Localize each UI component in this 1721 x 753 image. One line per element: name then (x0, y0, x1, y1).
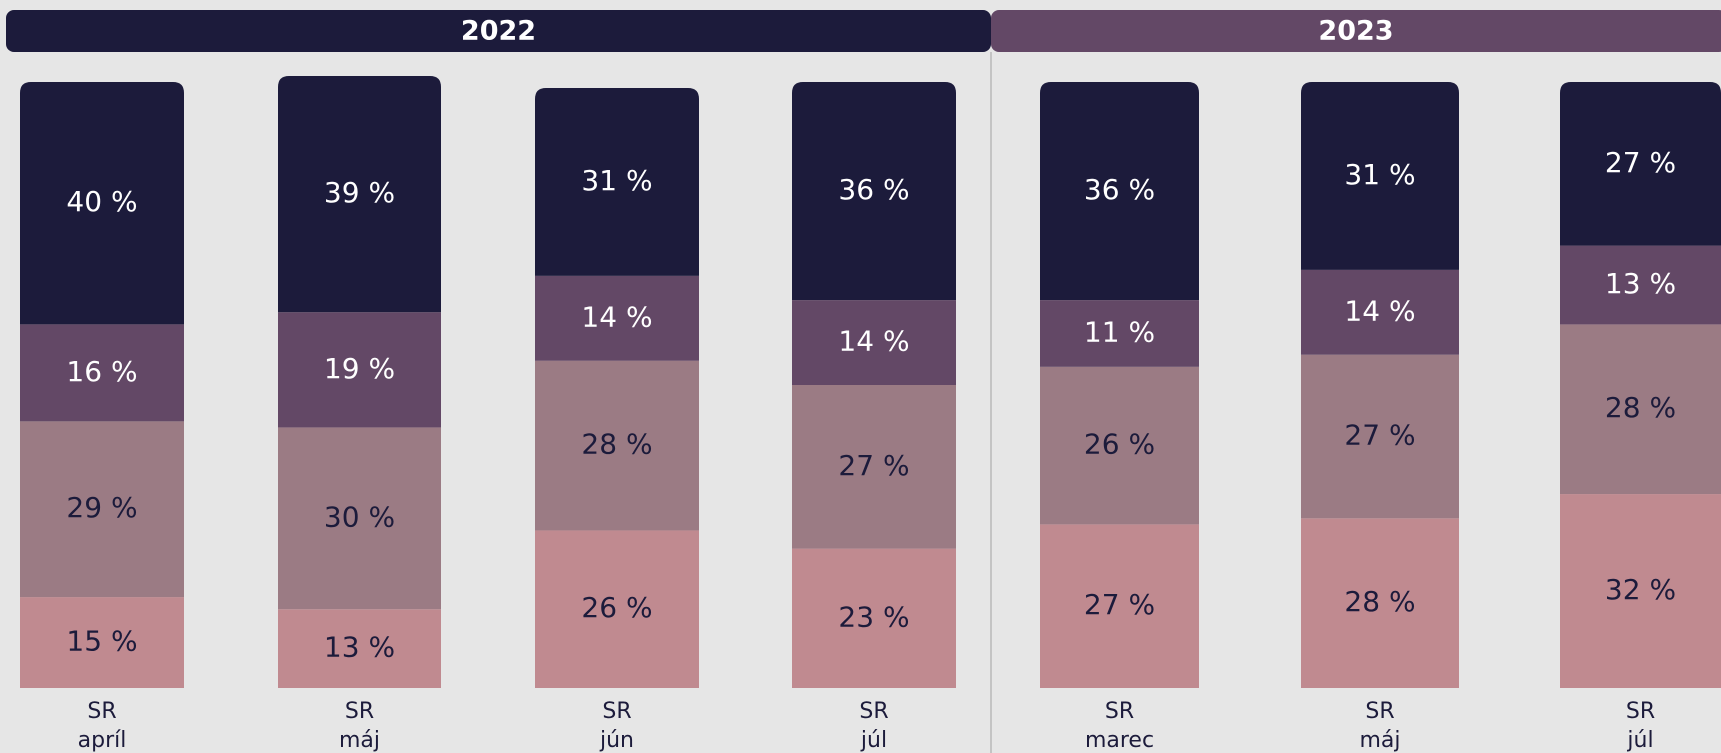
bar-segment (792, 548, 956, 688)
value-label: 16 % (66, 355, 137, 388)
value-label: 28 % (581, 428, 652, 461)
x-tick-label: máj (339, 728, 380, 753)
value-label: 26 % (581, 591, 652, 624)
bar-segment (535, 360, 699, 531)
value-label: 27 % (1605, 146, 1676, 179)
value-label: 14 % (838, 325, 909, 358)
x-tick-label: SR (1105, 699, 1134, 724)
value-label: 11 % (1084, 315, 1155, 348)
bar-segment (1301, 518, 1459, 688)
bar-segment (1301, 354, 1459, 519)
bar-segment (1560, 82, 1721, 246)
group-header (991, 10, 1721, 52)
x-tick-label: SR (1626, 699, 1655, 724)
value-label: 28 % (1344, 585, 1415, 618)
x-tick-label: SR (859, 699, 888, 724)
value-label: 27 % (838, 449, 909, 482)
x-tick-label: jún (599, 728, 634, 753)
x-tick-label: júl (1626, 728, 1653, 753)
bar-segment (278, 312, 441, 428)
value-label: 14 % (581, 300, 652, 333)
value-label: 19 % (324, 352, 395, 385)
value-label: 13 % (324, 631, 395, 664)
bar-segment (1560, 494, 1721, 688)
value-label: 31 % (581, 164, 652, 197)
value-label: 28 % (1605, 391, 1676, 424)
group-label: 2022 (461, 16, 536, 47)
x-tick-label: SR (1365, 699, 1394, 724)
bar-segment (1560, 245, 1721, 325)
bar-segment (792, 300, 956, 385)
value-label: 32 % (1605, 573, 1676, 606)
value-label: 27 % (1344, 419, 1415, 452)
bar-segment (1301, 82, 1459, 270)
x-tick-label: apríl (78, 728, 127, 753)
value-label: 14 % (1344, 294, 1415, 327)
value-label: 30 % (324, 500, 395, 533)
bar-segment (20, 82, 184, 325)
value-label: 23 % (838, 600, 909, 633)
value-label: 31 % (1344, 158, 1415, 191)
bar-segment (1560, 324, 1721, 495)
bar-segment (1040, 524, 1199, 688)
x-tick-label: SR (602, 699, 631, 724)
value-label: 36 % (1084, 173, 1155, 206)
x-tick-label: júl (860, 728, 887, 753)
x-tick-label: máj (1359, 728, 1400, 753)
value-label: 40 % (66, 185, 137, 218)
bar-segment (535, 275, 699, 361)
x-tick-label: SR (87, 699, 116, 724)
value-label: 27 % (1084, 588, 1155, 621)
value-label: 36 % (838, 173, 909, 206)
value-label: 26 % (1084, 428, 1155, 461)
bar-segment (535, 530, 699, 688)
bar-segment (20, 597, 184, 688)
bar-segment (20, 421, 184, 598)
x-tick-label: marec (1085, 728, 1154, 753)
bar-segment (1040, 300, 1199, 367)
bar-segment (278, 75, 441, 313)
bar-segment (792, 385, 956, 549)
x-tick-label: SR (345, 699, 374, 724)
bar-segment (278, 609, 441, 688)
bar-segment (792, 82, 956, 301)
value-label: 13 % (1605, 267, 1676, 300)
bar-segment (1040, 366, 1199, 525)
value-label: 39 % (324, 176, 395, 209)
bar-segment (20, 324, 184, 422)
bar-segment (278, 427, 441, 610)
bar-segment (535, 88, 699, 276)
bar-segment (1040, 82, 1199, 301)
bar-segment (1301, 269, 1459, 355)
value-label: 15 % (66, 625, 137, 658)
group-header (6, 10, 991, 52)
value-label: 29 % (66, 491, 137, 524)
group-label: 2023 (1318, 16, 1393, 47)
